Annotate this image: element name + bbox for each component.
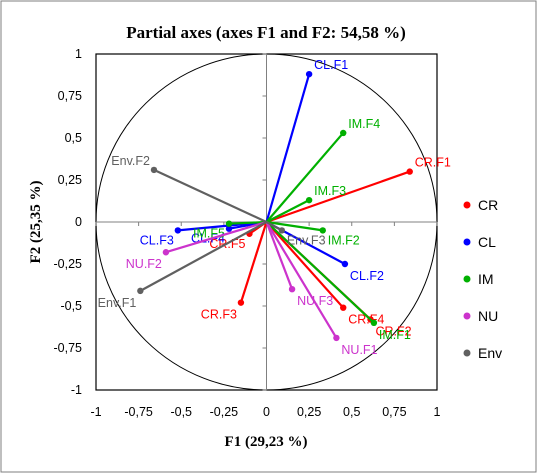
- y-axis-label: F2 (25,35 %): [28, 181, 44, 264]
- legend-item: NU: [463, 308, 498, 324]
- vector-nu.f1: [265, 221, 338, 339]
- x-tick-label: 0: [263, 405, 270, 419]
- legend-marker: [463, 312, 471, 320]
- legend: CR CL IM NU Env: [463, 197, 502, 361]
- y-tick-label: 0,25: [58, 173, 82, 187]
- x-tick-label: -1: [90, 405, 101, 419]
- x-tick-labels: -1 -0,75 -0,5 -0,25 0 0,25 0,5 0,75 1: [90, 405, 440, 419]
- legend-label: IM: [478, 271, 494, 287]
- point-cl.f3: [174, 227, 182, 234]
- point-cl.f2: [341, 260, 349, 268]
- legend-item: Env: [463, 345, 502, 361]
- legend-item: CR: [463, 197, 498, 213]
- vector-cr.f3: [239, 221, 268, 303]
- y-tick-label: -0,25: [54, 257, 83, 271]
- vector-cr.f1: [266, 170, 411, 224]
- series-env: Env.F2 Env.F1 Env.F3: [98, 154, 326, 310]
- vector-im.f5: [228, 220, 267, 225]
- point-cl.f4: [225, 225, 233, 232]
- point-label: NU.F3: [297, 294, 333, 308]
- x-tick-label: 0,75: [382, 405, 406, 419]
- point-env.f3: [278, 227, 286, 234]
- legend-marker: [463, 275, 471, 283]
- point-cr.f3: [237, 299, 245, 306]
- point-cl.f1: [305, 70, 313, 78]
- point-label: IM.F4: [348, 117, 380, 131]
- y-tick-label: 0,5: [65, 131, 82, 145]
- legend-marker: [463, 238, 471, 246]
- vector-im.f4: [265, 132, 345, 223]
- x-tick-label: -0,25: [210, 405, 239, 419]
- x-tick-label: 0,5: [343, 405, 360, 419]
- point-env.f1: [137, 287, 144, 295]
- x-axis-label: F1 (29,23 %): [225, 434, 308, 450]
- x-tick-label: -0,5: [170, 405, 192, 419]
- legend-item: CL: [463, 234, 496, 250]
- point-label: CL.F1: [314, 58, 348, 72]
- y-tick-label: 0: [75, 215, 82, 229]
- y-tick-label: -0,5: [60, 299, 82, 313]
- series-nu: NU.F1 NU.F2 NU.F3: [126, 220, 378, 357]
- point-label: CL.F2: [350, 269, 384, 283]
- y-tick-labels: 1 0,75 0,5 0,25 0 -0,25 -0,5 -0,75 -1: [54, 47, 83, 397]
- point-label: Env.F1: [98, 296, 137, 310]
- vector-im.f1: [265, 221, 375, 324]
- y-tick-label: 0,75: [58, 89, 82, 103]
- x-tick-label: 0,25: [297, 405, 321, 419]
- point-label: CR.F2: [376, 324, 412, 338]
- point-cr.f4: [340, 304, 347, 311]
- legend-label: NU: [478, 308, 498, 324]
- point-im.f1: [370, 319, 378, 326]
- point-label: IM.F1: [379, 328, 411, 342]
- vector-nu.f3: [265, 221, 294, 290]
- point-im.f5: [225, 220, 233, 227]
- legend-label: Env: [478, 345, 502, 361]
- point-label: Env.F3: [287, 233, 326, 247]
- point-nu.f3: [288, 286, 296, 293]
- legend-marker: [463, 201, 471, 209]
- point-label: CL.F3: [140, 233, 174, 247]
- x-tick-label: -0,75: [124, 405, 153, 419]
- point-im.f4: [340, 129, 347, 137]
- plot-layer: CR.F1CR.F2CR.F3CR.F4CR.F5CL.F1CL.F2CL.F3…: [95, 53, 451, 391]
- point-cr.f1: [406, 168, 413, 175]
- point-env.f2: [150, 166, 158, 174]
- point-label: CR.F1: [415, 156, 451, 170]
- y-tick-label: -1: [71, 383, 82, 397]
- x-tick-label: 1: [434, 405, 441, 419]
- point-label: CR.F3: [201, 308, 237, 322]
- vector-cl.f1: [265, 73, 311, 223]
- vector-im.f2: [266, 220, 323, 232]
- legend-marker: [463, 349, 471, 357]
- point-label: NU.F2: [126, 257, 162, 271]
- y-tick-label: -0,75: [54, 341, 83, 355]
- vector-env.f2: [153, 168, 267, 223]
- point-im.f2: [319, 227, 326, 234]
- point-label: NU.F1: [341, 343, 377, 357]
- point-label: IM.F2: [328, 233, 360, 247]
- chart-title: Partial axes (axes F1 and F2: 54,58 %): [126, 23, 406, 42]
- vector-env.f1: [139, 221, 268, 292]
- y-tick-label: 1: [75, 47, 82, 61]
- legend-label: CL: [478, 234, 496, 250]
- point-label: Env.F2: [111, 154, 150, 168]
- point-nu.f2: [162, 249, 170, 256]
- point-im.f3: [305, 196, 313, 204]
- vector-cr.f4: [265, 221, 345, 309]
- vector-nu.f2: [165, 220, 267, 254]
- legend-item: IM: [463, 271, 494, 287]
- point-nu.f1: [333, 334, 340, 342]
- vector-im.f3: [265, 199, 310, 223]
- legend-label: CR: [478, 197, 498, 213]
- point-label: IM.F3: [314, 184, 346, 198]
